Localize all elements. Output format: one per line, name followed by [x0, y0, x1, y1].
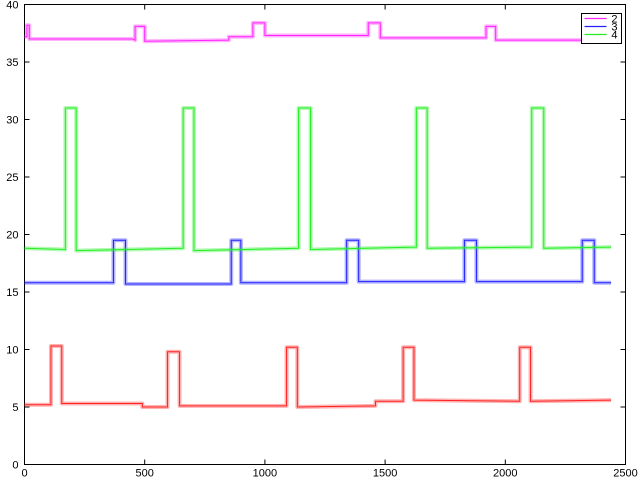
legend: 234 [581, 13, 622, 44]
series-band [24, 344, 612, 409]
x-tick-label: 500 [136, 468, 154, 480]
y-tick-label: 20 [6, 230, 18, 242]
series-line [24, 345, 612, 408]
x-tick-label: 1500 [373, 468, 397, 480]
series-unlabeled-group [24, 344, 612, 409]
y-tick-label: 15 [6, 287, 18, 299]
y-tick-label: 5 [12, 402, 18, 414]
series-4-group [24, 106, 612, 253]
y-tick-label: 35 [6, 57, 18, 69]
x-tick-label: 2000 [493, 468, 517, 480]
x-tick-label: 1000 [253, 468, 277, 480]
legend-label-4: 4 [611, 30, 617, 42]
x-tick-label: 0 [21, 468, 27, 480]
series-line [24, 239, 612, 285]
y-tick-label: 0 [12, 460, 18, 472]
series-2-group [24, 20, 612, 44]
series-3-group [24, 238, 612, 286]
y-tick-label: 40 [6, 0, 18, 12]
x-tick-label: 2500 [613, 468, 637, 480]
y-tick-label: 25 [6, 172, 18, 184]
legend-label-3: 3 [611, 22, 617, 34]
plot-frame [24, 4, 626, 465]
series-band [24, 106, 612, 253]
series-layer [24, 20, 612, 409]
y-tick-label: 10 [6, 345, 18, 357]
legend-label-2: 2 [611, 14, 617, 26]
series-line [24, 107, 612, 252]
series-line [24, 22, 612, 42]
y-tick-label: 30 [6, 115, 18, 127]
axis-ticks: 0 500 1000 1500 2000 2500 0 5 10 15 20 25 30 35 40 [6, 0, 637, 480]
